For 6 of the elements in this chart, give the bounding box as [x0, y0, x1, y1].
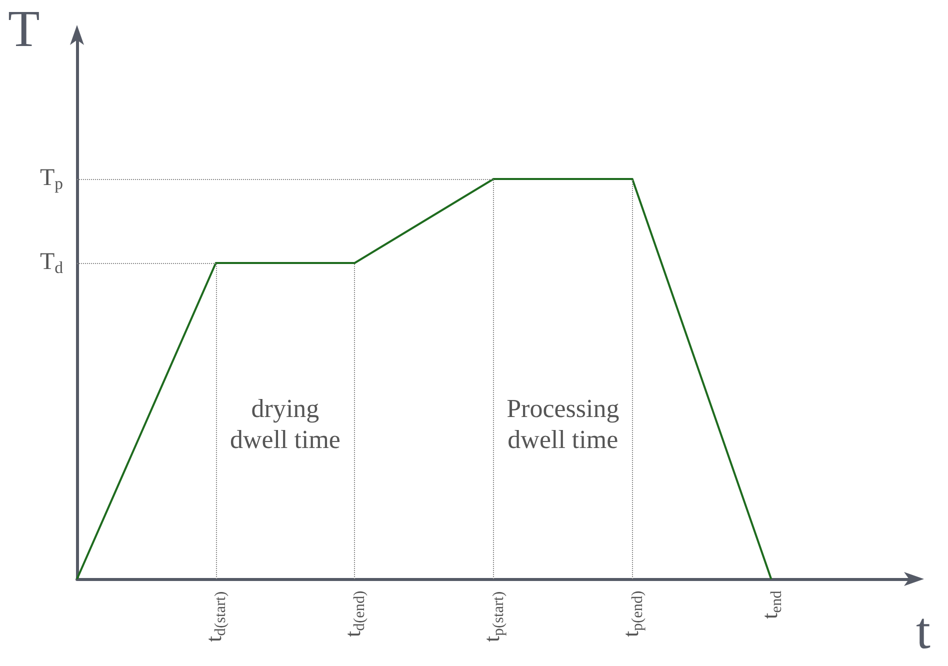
x-axis-title: t: [916, 603, 930, 660]
annotation: drying dwell time: [229, 393, 342, 456]
ref-line-label: T$_{d}$: [40, 248, 64, 277]
ref-line-label: T$_{p}$: [40, 164, 64, 193]
annotation: Processing dwell time: [506, 393, 620, 456]
y-axis-title: T: [8, 1, 40, 58]
